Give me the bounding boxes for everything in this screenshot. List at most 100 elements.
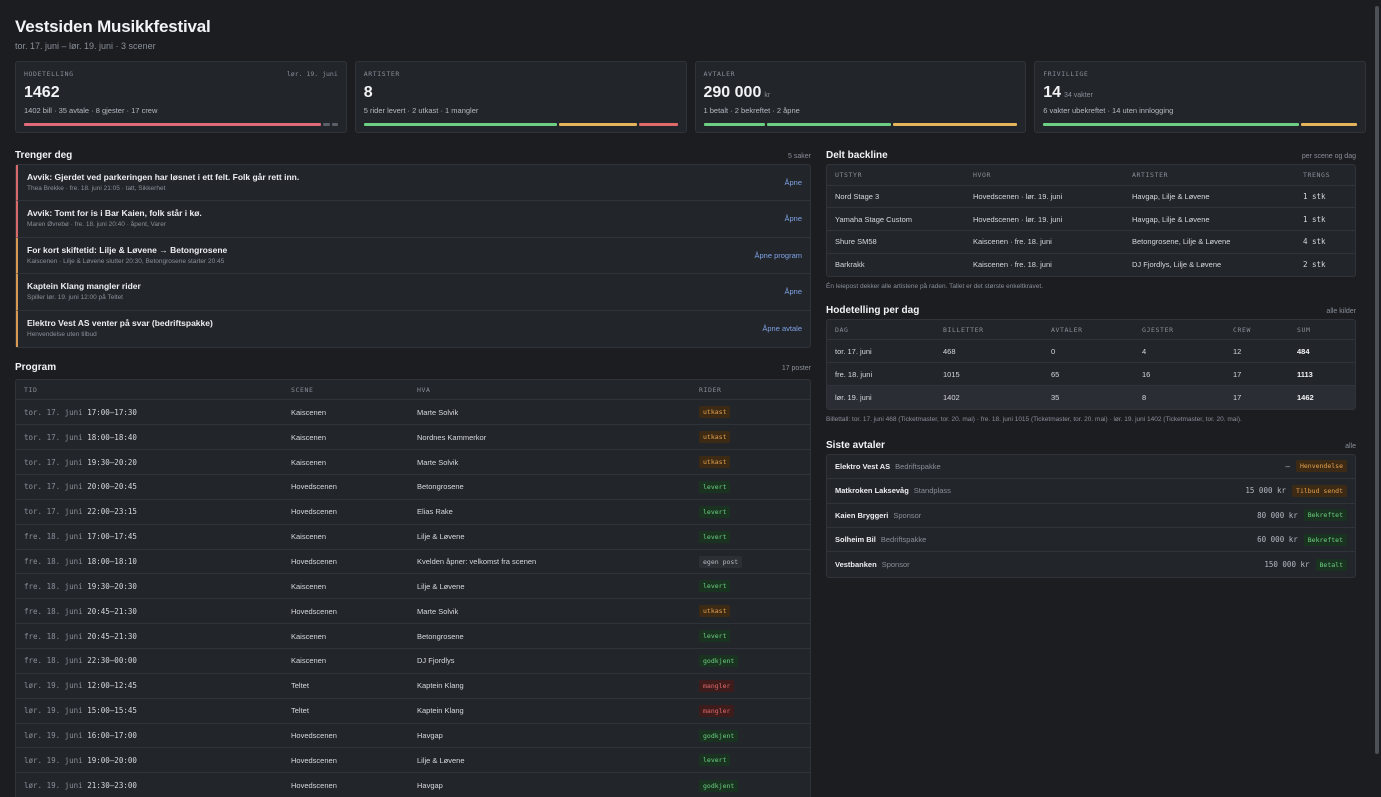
program-rider: godkjent — [691, 722, 810, 748]
stat-number: 1462 — [24, 84, 60, 101]
stat-card-frivillige: FRIVILLIGE 14 34 vakter 6 vakter ubekreftet… — [1034, 61, 1366, 133]
program-row[interactable]: tor. 17. juni 19:30–20:20 Kaiscenen Marte … — [16, 449, 810, 475]
program-row[interactable]: fre. 18. juni 20:45–21:30 Hovedscenen Mart… — [16, 598, 810, 624]
backline-item: Shure SM58 — [827, 229, 965, 254]
col-rider[interactable]: RIDER — [699, 385, 722, 394]
program-day: tor. 17. juni — [24, 407, 83, 417]
headcount-meta: alle kilder — [1326, 307, 1356, 315]
rider-status-badge[interactable]: utkast — [699, 456, 731, 469]
program-day: tor. 17. juni — [24, 482, 83, 492]
program-act: Lilje & Løvene — [409, 573, 691, 599]
col-what[interactable]: HVA — [417, 385, 431, 394]
program-scene: Teltet — [283, 672, 409, 699]
right-column: Delt backline per scene og dag UTSTYR HVO… — [826, 150, 1356, 797]
program-timespan: 19:30–20:20 — [87, 457, 137, 467]
program-scene: Kaiscenen — [283, 573, 409, 599]
bar-segment — [767, 123, 892, 126]
alert-item[interactable]: Avvik: Gjerdet ved parkeringen har løsne… — [16, 165, 810, 202]
rider-status-badge[interactable]: godkjent — [699, 729, 739, 742]
program-header-row: TID SCENE HVA RIDER — [16, 380, 810, 400]
rider-status-badge[interactable]: godkjent — [699, 654, 739, 667]
rider-status-badge[interactable]: mangler — [699, 704, 735, 717]
program-act: Nordnes Kammerkor — [409, 424, 691, 450]
rider-status-badge[interactable]: egen post — [699, 555, 743, 568]
deal-item[interactable]: Matkroken Laksevåg Standplass 15 000 kr Til… — [827, 479, 1355, 504]
program-row[interactable]: fre. 18. juni 22:30–00:00 Kaiscenen DJ Fjo… — [16, 648, 810, 674]
rider-status-badge[interactable]: mangler — [699, 679, 735, 692]
program-row[interactable]: lør. 19. juni 12:00–12:45 Teltet Kaptein K… — [16, 672, 810, 699]
alert-item[interactable]: Elektro Vest AS venter på svar (bedrifts… — [16, 310, 810, 347]
needs-count: 5 saker — [788, 153, 811, 160]
alert-action-link[interactable]: Åpne program — [754, 250, 802, 260]
deals-title: Siste avtaler — [826, 439, 885, 451]
deal-item[interactable]: Solheim Bil Bedriftspakke 60 000 kr Bekreft… — [827, 528, 1355, 553]
backline-item: Yamaha Stage Custom — [827, 207, 965, 231]
deal-amount: – — [1285, 461, 1290, 471]
program-row[interactable]: tor. 17. juni 17:00–17:30 Kaiscenen Marte … — [16, 399, 810, 425]
rider-status-badge[interactable]: godkjent — [699, 779, 739, 792]
rider-status-badge[interactable]: levert — [699, 754, 731, 767]
program-row[interactable]: fre. 18. juni 20:45–21:30 Kaiscenen Betong… — [16, 623, 810, 649]
backline-where: Hovedscenen · lør. 19. juni — [965, 184, 1124, 208]
alert-action-link[interactable]: Åpne — [784, 178, 802, 187]
col-time[interactable]: TID — [24, 385, 38, 394]
program-table: TID SCENE HVA RIDER tor. 17. juni 17:00–… — [15, 378, 811, 797]
col-scene[interactable]: SCENE — [291, 385, 314, 394]
rider-status-badge[interactable]: levert — [699, 580, 731, 593]
rider-status-badge[interactable]: utkast — [699, 431, 731, 444]
program-act: Marte Solvik — [409, 598, 691, 624]
alert-item[interactable]: Avvik: Tomt for is i Bar Kaien, folk stå… — [16, 201, 810, 238]
deal-status-badge: Betalt — [1315, 558, 1347, 571]
stat-number: 14 — [1043, 84, 1062, 101]
rider-status-badge[interactable]: levert — [699, 530, 731, 543]
stat-breakdown: 1 betalt · 2 bekreftet · 2 åpne — [703, 106, 800, 115]
program-scene: Teltet — [283, 697, 409, 724]
program-row[interactable]: tor. 17. juni 18:00–18:40 Kaiscenen Nordne… — [16, 424, 810, 450]
program-row[interactable]: tor. 17. juni 20:00–20:45 Hovedscenen Beto… — [16, 474, 810, 500]
deal-item[interactable]: Elektro Vest AS Bedriftspakke – Henvendelse — [827, 455, 1355, 480]
stat-card-artister: ARTISTER 8 5 rider levert · 2 utkast · 1 m… — [354, 61, 687, 133]
deal-type: Sponsor — [893, 510, 922, 520]
rider-status-badge[interactable]: levert — [699, 480, 731, 493]
program-row[interactable]: fre. 18. juni 18:00–18:10 Hovedscenen Kvel… — [16, 548, 810, 574]
rider-status-badge[interactable]: utkast — [699, 406, 731, 419]
program-rider: godkjent — [691, 772, 810, 797]
rider-status-badge[interactable]: levert — [699, 630, 731, 643]
program-act: Kaptein Klang — [409, 697, 691, 724]
scrollbar[interactable] — [1375, 6, 1379, 754]
deal-name: Solheim Bil — [835, 535, 876, 545]
deal-status-badge: Tilbud sendt — [1292, 484, 1347, 497]
program-row[interactable]: lør. 19. juni 15:00–15:45 Teltet Kaptein K… — [16, 697, 810, 724]
backline-row: Yamaha Stage Custom Hovedscenen · lør. 19… — [827, 207, 1355, 231]
deal-name: Vestbanken — [835, 560, 877, 569]
program-time: lør. 19. juni 19:00–20:00 — [16, 747, 283, 773]
stat-breakdown: 6 vakter ubekreftet · 14 uten innlogging — [1043, 106, 1174, 115]
deal-name: Elektro Vest AS — [835, 461, 891, 471]
alert-action-link[interactable]: Åpne avtale — [762, 323, 802, 333]
alert-action-link[interactable]: Åpne — [784, 214, 802, 224]
deals-all-link[interactable]: alle — [1345, 442, 1356, 450]
program-row[interactable]: fre. 18. juni 17:00–17:45 Kaiscenen Lilje … — [16, 523, 810, 550]
backline-where: Kaiscenen · fre. 18. juni — [965, 252, 1124, 276]
program-day: lør. 19. juni — [24, 706, 83, 716]
program-row[interactable]: lør. 19. juni 19:00–20:00 Hovedscenen Lilj… — [16, 747, 810, 773]
program-row[interactable]: fre. 18. juni 19:30–20:30 Kaiscenen Lilje … — [16, 573, 810, 599]
backline-row: Shure SM58 Kaiscenen · fre. 18. juni Beton… — [827, 229, 1355, 254]
col-guests: GJESTER — [1142, 325, 1174, 334]
deal-item[interactable]: Kaien Bryggeri Sponsor 80 000 kr Bekreftet — [827, 504, 1355, 528]
program-row[interactable]: lør. 19. juni 21:30–23:00 Hovedscenen Havg… — [16, 772, 810, 797]
program-timespan: 21:30–23:00 — [87, 781, 137, 791]
rider-status-badge[interactable]: levert — [699, 505, 731, 518]
program-row[interactable]: lør. 19. juni 16:00–17:00 Hovedscenen Havg… — [16, 722, 810, 748]
rider-status-badge[interactable]: utkast — [699, 605, 731, 618]
alert-action-link[interactable]: Åpne — [784, 287, 802, 297]
program-timespan: 20:45–21:30 — [87, 631, 137, 641]
deal-name: Kaien Bryggeri — [835, 510, 889, 520]
deal-item[interactable]: Vestbanken Sponsor 150 000 kr Betalt — [827, 552, 1355, 576]
program-scene: Kaiscenen — [283, 523, 409, 550]
program-rider: mangler — [691, 697, 810, 724]
col-where: HVOR — [973, 170, 992, 179]
alert-item[interactable]: Kaptein Klang mangler rider Spiller lør. … — [16, 274, 810, 311]
program-row[interactable]: tor. 17. juni 22:00–23:15 Hovedscenen Elia… — [16, 498, 810, 525]
alert-item[interactable]: For kort skiftetid: Lilje & Løvene → Bet… — [16, 237, 810, 275]
